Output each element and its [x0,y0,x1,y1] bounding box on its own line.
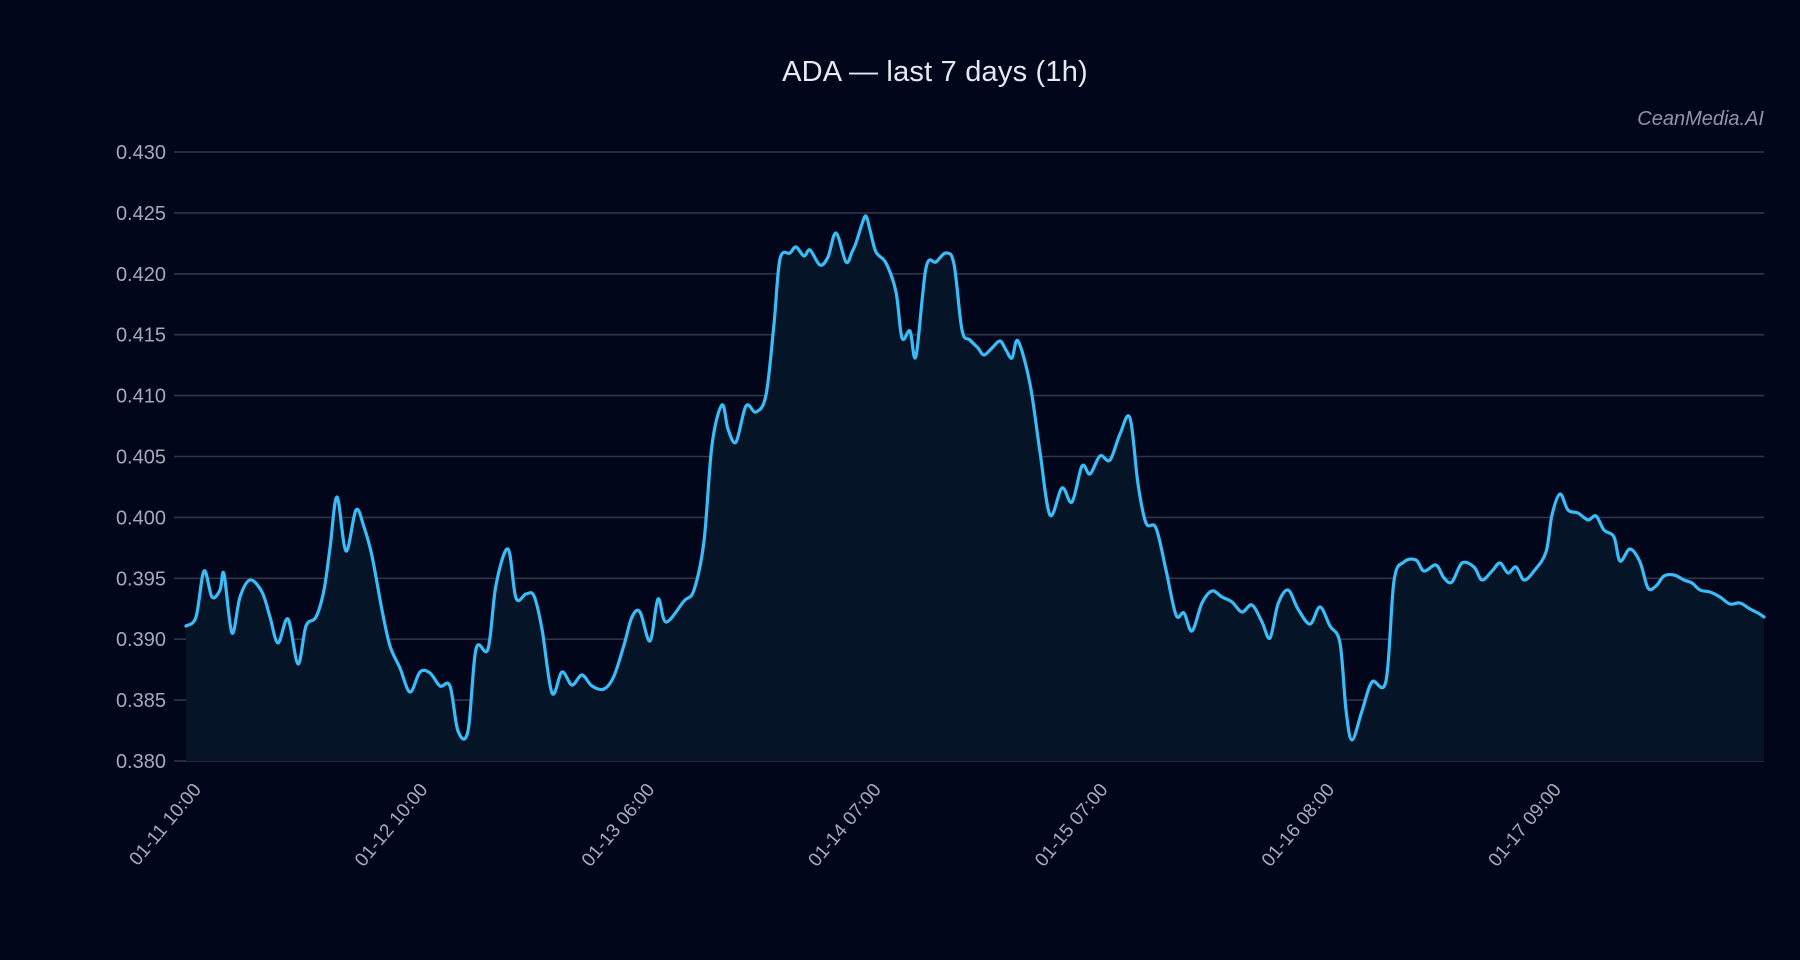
x-tick-label: 01-16 08:00 [1258,780,1339,871]
y-axis-ticks: 0.380 0.385 0.390 0.395 0.400 0.405 0.410 0.415… [116,142,166,773]
chart-title: ADA — last 7 days (1h) [782,56,1088,88]
x-tick-label: 01-11 10:00 [125,780,205,870]
watermark: CeanMedia.AI [1637,108,1764,130]
x-tick-label: 01-12 10:00 [351,780,432,871]
y-tick-label: 0.430 [116,142,166,164]
price-area-fill [186,215,1764,761]
x-axis-ticks: 01-11 10:00 01-12 10:00 01-13 06:00 01-14 0… [125,780,1565,871]
y-tick-label: 0.385 [116,690,166,712]
y-tick-label: 0.410 [116,386,166,408]
y-tick-label: 0.415 [116,325,166,347]
y-tick-label: 0.390 [116,629,166,651]
y-tick-label: 0.380 [116,751,166,773]
x-tick-label: 01-14 07:00 [805,780,886,871]
y-tick-label: 0.425 [116,203,166,225]
price-line [184,214,1766,742]
x-tick-label: 01-13 06:00 [578,780,659,871]
y-tick-label: 0.400 [116,507,166,529]
y-tick-label: 0.405 [116,447,166,469]
y-tick-label: 0.420 [116,264,166,286]
x-tick-label: 01-15 07:00 [1031,780,1112,871]
x-tick-label: 01-17 09:00 [1485,780,1566,871]
y-tick-label: 0.395 [116,568,166,590]
